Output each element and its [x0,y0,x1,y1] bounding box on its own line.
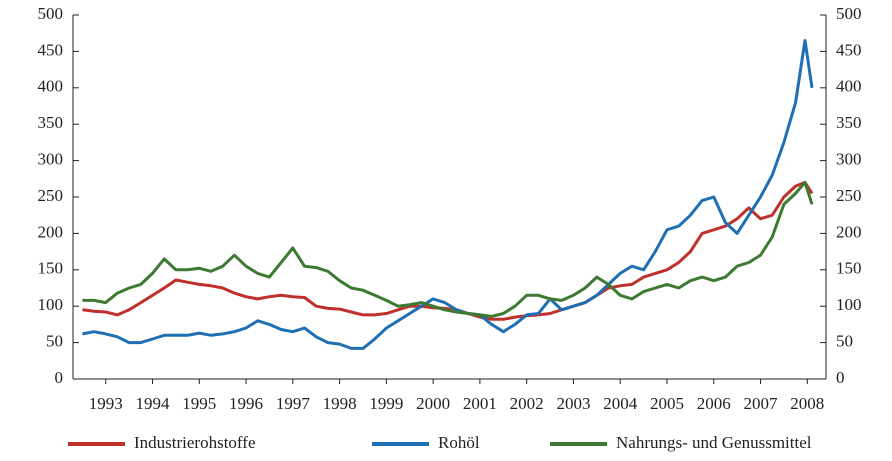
legend-label: Rohöl [438,433,480,452]
x-tick-label: 1995 [182,394,216,413]
x-tick-label: 1997 [276,394,311,413]
x-tick-label: 2007 [744,394,779,413]
y2-tick-label: 300 [836,150,862,169]
x-tick-label: 2005 [650,394,684,413]
y-tick-label: 250 [38,186,64,205]
x-tick-label: 2006 [697,394,731,413]
y2-tick-label: 200 [836,222,862,241]
x-tick-label: 1999 [369,394,403,413]
legend-label: Industrierohstoffe [134,433,256,452]
line-series [82,180,814,321]
y-tick-label: 150 [38,259,64,278]
line-series [82,39,814,350]
y-tick-label: 300 [38,150,64,169]
legend-label: Nahrungs- und Genussmittel [616,433,812,452]
y2-tick-label: 350 [836,113,862,132]
y-tick-label: 50 [46,332,63,351]
y-tick-label: 0 [55,368,64,387]
x-tick-label: 1996 [229,394,263,413]
y2-tick-label: 450 [836,40,862,59]
y-tick-label: 100 [38,295,64,314]
y2-tick-label: 150 [836,259,862,278]
y2-tick-label: 250 [836,186,862,205]
y2-tick-label: 50 [836,332,853,351]
y2-tick-label: 100 [836,295,862,314]
line-series [82,180,814,318]
y-tick-label: 500 [38,4,64,23]
y-tick-label: 200 [38,222,64,241]
x-tick-label: 2001 [463,394,497,413]
y-tick-label: 350 [38,113,64,132]
x-tick-label: 2002 [510,394,544,413]
x-tick-label: 2003 [556,394,590,413]
y-tick-label: 400 [38,77,64,96]
x-tick-label: 2000 [416,394,450,413]
y2-tick-label: 0 [836,368,845,387]
y-tick-label: 450 [38,40,64,59]
y2-tick-label: 500 [836,4,862,23]
x-tick-label: 2008 [790,394,824,413]
x-tick-label: 1994 [136,394,171,413]
x-tick-label: 2004 [603,394,638,413]
y2-tick-label: 400 [836,77,862,96]
x-tick-label: 1998 [323,394,357,413]
x-tick-label: 1993 [89,394,123,413]
